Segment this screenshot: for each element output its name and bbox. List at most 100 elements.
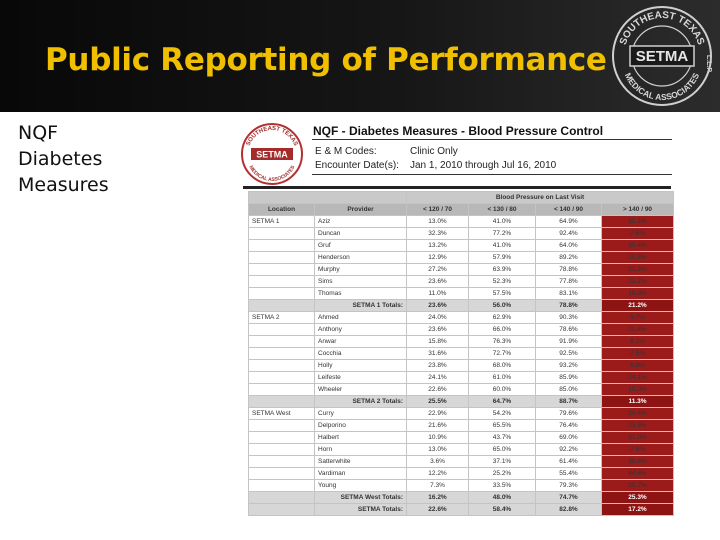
cell-lt-120-70: 12.9% [406,251,469,264]
cell-lt-140-90: 55.4% [535,467,602,480]
cell-lt-140-90: 92.2% [535,443,602,456]
cell-gt-140-90: 17.2% [600,503,675,516]
cell-lt-120-70: 3.6% [406,455,469,468]
cell-total-label: SETMA 2 Totals: [314,395,407,408]
cell-location [248,275,315,288]
cell-lt-140-90: 78.8% [535,263,602,276]
cell-provider: Delporino [314,419,407,432]
cell-lt-130-80: 25.2% [468,467,536,480]
col-header-location: Location [248,203,315,216]
logo-text-lp: L.L.P. [705,55,712,73]
em-codes-value: Clinic Only [410,146,458,157]
cell-lt-140-90: 64.9% [535,215,602,228]
cell-lt-120-70: 23.6% [406,275,469,288]
cell-lt-130-80: 65.0% [468,443,536,456]
encounter-dates-value: Jan 1, 2010 through Jul 16, 2010 [410,160,557,171]
cell-lt-130-80: 41.0% [468,215,536,228]
cell-gt-140-90: 14.1% [600,371,675,384]
cell-gt-140-90: 9.7% [600,311,675,324]
cell-lt-130-80: 58.4% [468,503,536,516]
col-header-gt-140-90: > 140 / 90 [600,203,675,216]
cell-lt-130-80: 76.3% [468,335,536,348]
cell-lt-120-70: 22.6% [406,383,469,396]
table-row: Vardiman 12.2% 25.2% 55.4% 44.6% [248,467,675,480]
table-total-row: SETMA 1 Totals: 23.6% 56.0% 78.8% 21.2% [248,299,675,312]
cell-gt-140-90: 25.3% [600,491,675,504]
cell-gt-140-90: 20.4% [600,407,675,420]
cell-gt-140-90: 16.9% [600,287,675,300]
bp-control-table: Blood Pressure on Last Visit Location Pr… [248,191,675,516]
cell-lt-120-70: 21.6% [406,419,469,432]
cell-lt-140-90: 83.1% [535,287,602,300]
cell-provider: Horn [314,443,407,456]
col-header-lt-130-80: < 130 / 80 [468,203,536,216]
cell-provider: Wheeler [314,383,407,396]
cell-location [248,419,315,432]
col-header-lt-120-70: < 120 / 70 [406,203,469,216]
cell-lt-140-90: 92.5% [535,347,602,360]
cell-location [248,323,315,336]
cell-provider: Curry [314,407,407,420]
cell-lt-120-70: 31.6% [406,347,469,360]
col-header-provider: Provider [314,203,407,216]
table-row: Delporino 21.6% 65.5% 76.4% 23.6% [248,419,675,432]
cell-location [248,263,315,276]
table-row: Satterwhite 3.6% 37.1% 61.4% 38.6% [248,455,675,468]
cell-lt-120-70: 24.0% [406,311,469,324]
table-row: Wheeler 22.6% 60.0% 85.0% 15.0% [248,383,675,396]
cell-lt-130-80: 64.7% [468,395,536,408]
cell-location [248,287,315,300]
cell-provider: Henderson [314,251,407,264]
cell-lt-140-90: 91.9% [535,335,602,348]
cell-location: SETMA 1 [248,215,315,228]
cell-provider: Young [314,479,407,492]
cell-lt-130-80: 37.1% [468,455,536,468]
cell-lt-140-90: 76.4% [535,419,602,432]
cell-provider: Anthony [314,323,407,336]
table-row: Sims 23.6% 52.3% 77.8% 22.2% [248,275,675,288]
cell-lt-120-70: 23.6% [406,323,469,336]
cell-lt-140-90: 69.0% [535,431,602,444]
cell-location [248,443,315,456]
cell-location [248,455,315,468]
cell-lt-130-80: 33.5% [468,479,536,492]
cell-provider: Anwar [314,335,407,348]
cell-lt-130-80: 56.0% [468,299,536,312]
cell-gt-140-90: 20.7% [600,479,675,492]
cell-provider: Vardiman [314,467,407,480]
cell-location: SETMA West [248,407,315,420]
cell-provider: Duncan [314,227,407,240]
cell-lt-130-80: 68.0% [468,359,536,372]
cell-gt-140-90: 21.2% [600,299,675,312]
table-row: Leifeste 24.1% 61.0% 85.9% 14.1% [248,371,675,384]
cell-lt-120-70: 12.2% [406,467,469,480]
cell-lt-120-70: 22.9% [406,407,469,420]
cell-lt-140-90: 61.4% [535,455,602,468]
table-header-row: Location Provider < 120 / 70 < 130 / 80 … [248,203,675,216]
cell-lt-140-90: 88.7% [535,395,602,408]
side-line-nqf: NQF [18,122,59,144]
side-caption: NQF Diabetes Measures [18,120,158,198]
cell-lt-130-80: 66.0% [468,323,536,336]
cell-gt-140-90: 7.6% [600,227,675,240]
cell-lt-130-80: 57.5% [468,287,536,300]
report-title: NQF - Diabetes Measures - Blood Pressure… [313,124,604,138]
cell-lt-120-70: 23.6% [406,299,469,312]
table-total-row: SETMA 2 Totals: 25.5% 64.7% 88.7% 11.3% [248,395,675,408]
cell-location [248,383,315,396]
table-row: SETMA 2 Ahmed 24.0% 62.9% 90.3% 9.7% [248,311,675,324]
table-row: Holly 23.8% 68.0% 93.2% 6.8% [248,359,675,372]
cell-lt-120-70: 24.1% [406,371,469,384]
cell-gt-140-90: 15.0% [600,383,675,396]
cell-provider: Satterwhite [314,455,407,468]
cell-lt-140-90: 85.9% [535,371,602,384]
table-row: Gruf 13.2% 41.0% 64.0% 35.4% [248,239,675,252]
cell-provider: Leifeste [314,371,407,384]
slide-title: Public Reporting of Performance [45,42,607,78]
cell-gt-140-90: 22.2% [600,275,675,288]
cell-provider: Cocchia [314,347,407,360]
cell-lt-130-80: 52.3% [468,275,536,288]
cell-location [248,359,315,372]
cell-lt-130-80: 77.2% [468,227,536,240]
cell-lt-140-90: 90.3% [535,311,602,324]
